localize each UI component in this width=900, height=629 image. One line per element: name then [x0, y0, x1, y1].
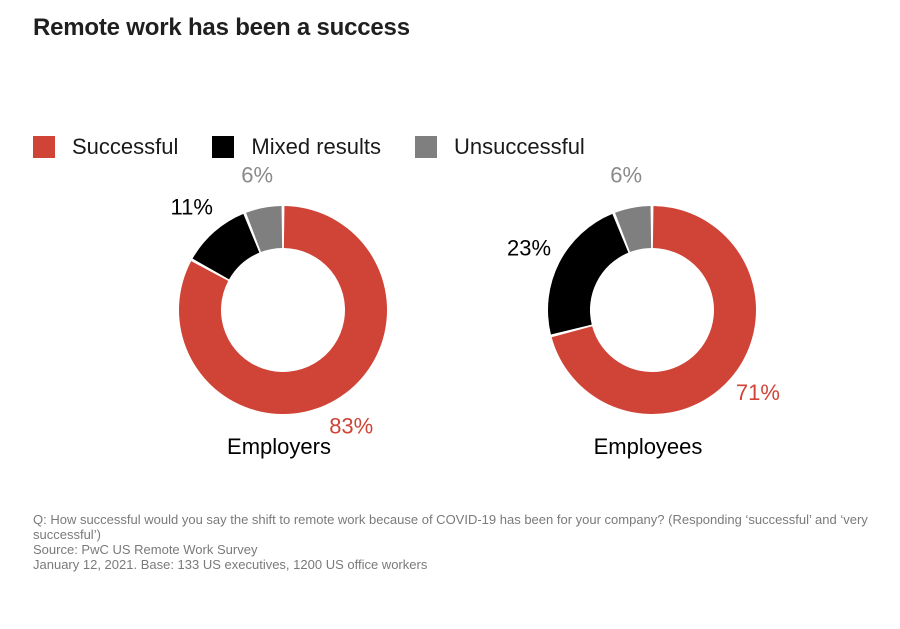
employers-label-unsuccessful: 6%	[241, 162, 273, 187]
legend-swatch-mixed-results	[212, 136, 235, 158]
employees-chart-label: Employees	[594, 434, 703, 459]
legend-item-mixed-results: Mixed results	[212, 134, 381, 160]
footnote-question: Q: How successful would you say the shif…	[33, 512, 868, 542]
footnote-source: Source: PwC US Remote Work Survey	[33, 542, 258, 557]
employers-label-mixed-results: 11%	[171, 194, 213, 219]
employees-slice-successful	[551, 206, 756, 415]
footnote: Q: How successful would you say the shif…	[33, 512, 873, 572]
employers-slice-unsuccessful	[246, 206, 283, 253]
employers-slice-mixed-results	[192, 213, 260, 280]
legend-swatch-successful	[33, 136, 55, 158]
legend-item-successful: Successful	[33, 134, 178, 160]
legend: Successful Mixed results Unsuccessful	[33, 134, 619, 160]
employers-label-successful: 83%	[329, 413, 373, 438]
footnote-base: January 12, 2021. Base: 133 US executive…	[33, 557, 428, 572]
employees-label-unsuccessful: 6%	[610, 162, 642, 187]
employees-label-successful: 71%	[736, 380, 780, 405]
legend-item-unsuccessful: Unsuccessful	[414, 134, 585, 160]
chart-title: Remote work has been a success	[33, 14, 410, 41]
employers-slice-successful	[179, 206, 387, 415]
legend-swatch-unsuccessful	[414, 136, 437, 158]
employees-slice-mixed-results	[548, 213, 629, 335]
legend-label-mixed-results: Mixed results	[251, 134, 381, 159]
employees-label-mixed-results: 23%	[507, 235, 551, 260]
legend-label-successful: Successful	[72, 134, 179, 159]
legend-label-unsuccessful: Unsuccessful	[453, 134, 585, 159]
employers-chart-label: Employers	[227, 434, 331, 459]
employees-slice-unsuccessful	[615, 206, 652, 253]
